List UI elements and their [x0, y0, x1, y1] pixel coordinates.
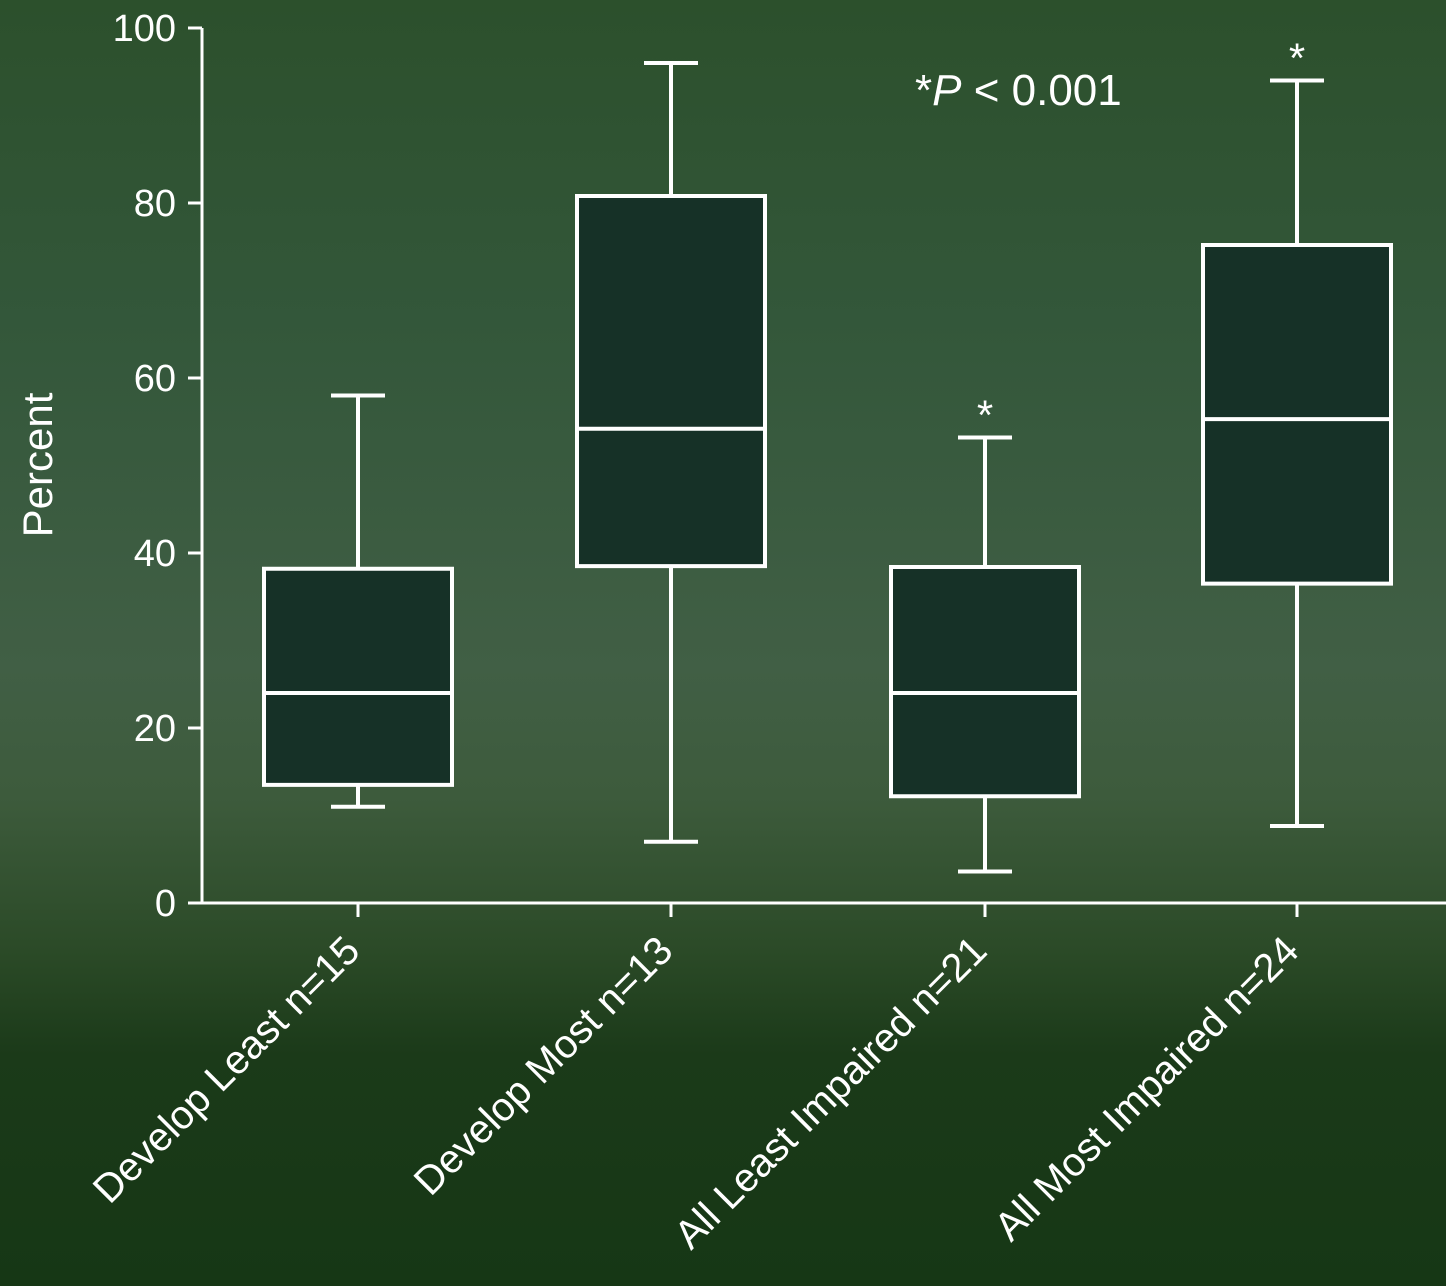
y-tick-label: 0	[155, 883, 176, 925]
significance-annotation: *P < 0.001	[915, 66, 1122, 115]
y-tick-label: 60	[134, 358, 176, 400]
boxes: **	[262, 35, 1393, 874]
iqr-box	[575, 194, 767, 569]
iqr-box	[262, 566, 454, 787]
category-label: All Most Impaired n=24	[986, 928, 1307, 1249]
significance-star: *	[1289, 35, 1305, 82]
annotation-p: P	[932, 66, 962, 115]
category-label: Develop Most n=13	[406, 928, 682, 1204]
iqr-box	[889, 565, 1081, 799]
category-label: Develop Least n=15	[85, 928, 369, 1212]
y-tick-label: 80	[134, 183, 176, 225]
box-group	[262, 393, 454, 809]
iqr-box	[1201, 243, 1393, 586]
y-tick-label: 100	[113, 8, 176, 50]
box-group: *	[889, 392, 1081, 874]
y-tick-label: 20	[134, 708, 176, 750]
category-label: All Least Impaired n=21	[666, 928, 995, 1257]
y-tick-label: 40	[134, 533, 176, 575]
significance-star: *	[977, 392, 993, 439]
annotation-prefix: *	[915, 66, 932, 115]
box-group: *	[1201, 35, 1393, 828]
y-axis-label: Percent	[14, 392, 61, 537]
annotation-suffix: < 0.001	[961, 66, 1121, 115]
box-group	[575, 61, 767, 844]
